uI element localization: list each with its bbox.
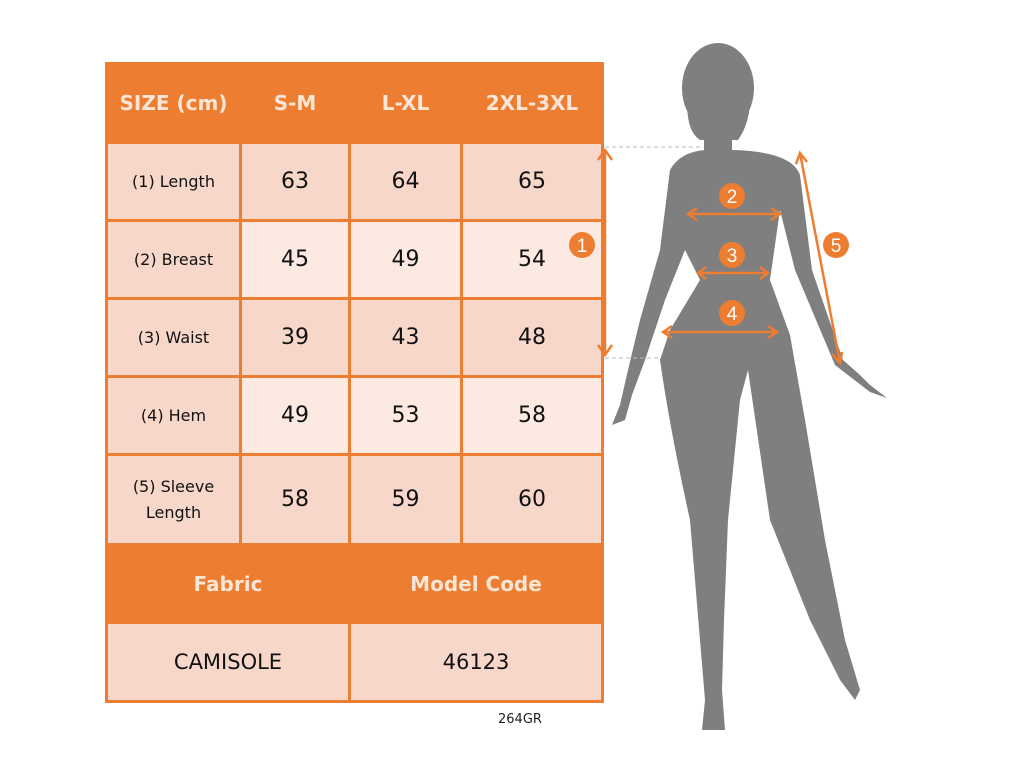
row-label: (5) Sleeve Length [105,453,242,546]
svg-text:5: 5 [831,236,842,257]
marker-1: 1 [569,232,595,258]
product-code: 264GR [498,712,542,727]
fabric-value-row: CAMISOLE 46123 [105,621,604,703]
table-row: (3) Waist 39 43 48 [105,297,604,378]
row-label: (3) Waist [105,297,242,378]
marker-5: 5 [823,232,849,258]
fabric-value: CAMISOLE [105,621,351,703]
guide-lines [605,146,700,359]
cell: 49 [348,219,463,300]
table-row: (2) Breast 45 49 54 [105,219,604,300]
table-row: (5) Sleeve Length 58 59 60 [105,453,604,546]
row-label: (4) Hem [105,375,242,456]
silhouette [612,43,887,730]
cell: 45 [239,219,351,300]
cell: 64 [348,141,463,222]
table-row: (1) Length 63 64 65 [105,141,604,222]
cell: 53 [348,375,463,456]
fabric-label: Fabric [105,543,351,624]
measurement-arrows [596,147,844,366]
cell: 58 [460,375,604,456]
cell: 39 [239,297,351,378]
cell: 65 [460,141,604,222]
fabric-header-row: Fabric Model Code [105,543,604,624]
header-row: SIZE (cm) S-M L-XL 2XL-3XL [105,62,604,144]
header-l-xl: L-XL [348,62,463,144]
row-label: (1) Length [105,141,242,222]
cell: 43 [348,297,463,378]
marker-4: 4 [719,300,745,326]
svg-text:1: 1 [577,236,588,257]
svg-text:4: 4 [727,304,738,325]
model-code-value: 46123 [348,621,604,703]
header-2xl-3xl: 2XL-3XL [460,62,604,144]
cell: 48 [460,297,604,378]
cell: 58 [239,453,351,546]
svg-text:3: 3 [727,246,738,267]
cell: 63 [239,141,351,222]
size-chart-table: SIZE (cm) S-M L-XL 2XL-3XL (1) Length 63… [105,62,604,703]
header-s-m: S-M [239,62,351,144]
table-row: (4) Hem 49 53 58 [105,375,604,456]
cell: 59 [348,453,463,546]
header-size: SIZE (cm) [105,62,242,144]
marker-2: 2 [719,183,745,209]
marker-3: 3 [719,242,745,268]
svg-text:2: 2 [727,187,738,208]
row-label: (2) Breast [105,219,242,300]
model-code-label: Model Code [348,543,604,624]
cell: 49 [239,375,351,456]
cell: 60 [460,453,604,546]
